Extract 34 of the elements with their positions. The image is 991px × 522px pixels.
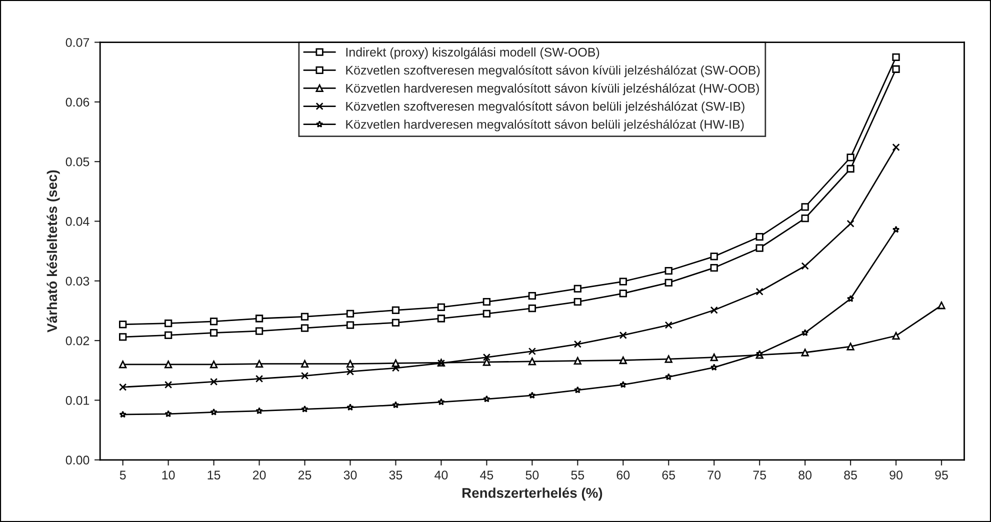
x-tick-label: 90 bbox=[890, 470, 902, 480]
x-tick-label: 75 bbox=[753, 470, 766, 480]
legend-label: Közvetlen szoftveresen megvalósított sávon belüli jelzéshálózat (SW-IB) bbox=[346, 101, 744, 114]
x-tick-label: 5 bbox=[120, 470, 126, 480]
y-tick-label: 0.03 bbox=[66, 276, 90, 286]
x-tick-label: 55 bbox=[571, 470, 584, 480]
x-tick-label: 85 bbox=[844, 470, 857, 480]
x-tick-label: 60 bbox=[616, 470, 630, 480]
x-tick-label: 35 bbox=[389, 470, 402, 480]
x-tick-label: 95 bbox=[935, 470, 948, 480]
x-tick-label: 20 bbox=[252, 470, 266, 480]
y-axis-title: Várható késleltetés (sec) bbox=[46, 170, 60, 332]
x-tick-label: 65 bbox=[662, 470, 676, 480]
x-tick-label: 30 bbox=[344, 470, 357, 480]
x-tick-label: 25 bbox=[298, 470, 312, 480]
y-tick-label: 0.05 bbox=[66, 157, 90, 166]
y-tick-label: 0.06 bbox=[66, 98, 90, 107]
x-tick-label: 40 bbox=[434, 470, 448, 480]
y-tick-label: 0.07 bbox=[66, 38, 90, 47]
legend-label: Közvetlen hardveresen megvalósított sávon kívüli jelzéshálózat (HW-OOB) bbox=[346, 83, 759, 96]
legend-label: Közvetlen hardveresen megvalósított sávon belüli jelzéshálózat (HW-IB) bbox=[346, 119, 744, 132]
x-tick-label: 80 bbox=[798, 470, 812, 480]
y-tick-label: 0.01 bbox=[66, 396, 90, 405]
y-tick-label: 0.00 bbox=[66, 456, 90, 465]
legend-label: Indirekt (proxy) kiszolgálási modell (SW-OOB) bbox=[346, 47, 600, 60]
y-tick-label: 0.04 bbox=[66, 217, 90, 226]
x-tick-label: 70 bbox=[708, 470, 721, 480]
x-tick-label: 50 bbox=[526, 470, 539, 480]
x-tick-label: 10 bbox=[162, 470, 175, 480]
x-tick-label: 45 bbox=[480, 470, 494, 480]
x-axis-title: Rendszerterhelés (%) bbox=[462, 488, 602, 501]
legend-label: Közvetlen szoftveresen megvalósított sávon kívüli jelzéshálózat (SW-OOB) bbox=[346, 65, 760, 78]
y-tick-label: 0.02 bbox=[66, 336, 90, 346]
x-tick-label: 15 bbox=[208, 470, 220, 480]
